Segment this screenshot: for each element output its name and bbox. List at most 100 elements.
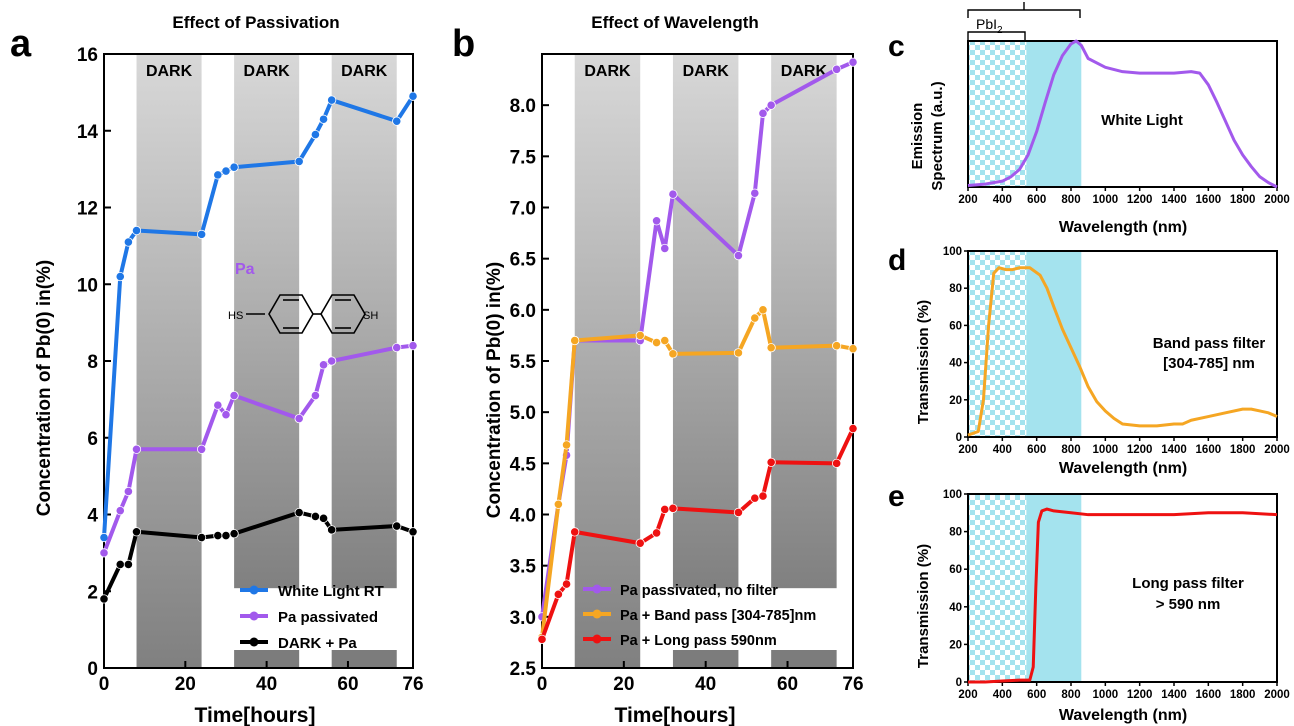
data-point bbox=[115, 559, 125, 569]
data-point bbox=[561, 440, 572, 450]
panel-d-annotation-1: Band pass filter bbox=[1153, 335, 1266, 352]
data-point bbox=[123, 559, 133, 569]
panel-a-title: Effect of Passivation bbox=[172, 13, 339, 32]
panel-e-annotation-2: > 590 nm bbox=[1156, 596, 1221, 613]
x-tick-label: 20 bbox=[613, 674, 634, 695]
x-tick-label: 800 bbox=[1061, 194, 1080, 206]
data-point bbox=[848, 344, 858, 354]
data-point bbox=[660, 243, 670, 254]
data-point bbox=[310, 511, 321, 522]
y-tick-label: 3.5 bbox=[510, 557, 537, 578]
panel-e-annotation-1: Long pass filter bbox=[1132, 575, 1244, 592]
data-point bbox=[766, 343, 776, 353]
dark-band bbox=[136, 54, 202, 668]
data-point bbox=[758, 305, 768, 315]
data-point bbox=[294, 507, 304, 518]
data-point bbox=[651, 337, 662, 348]
svg-text:Pa passivated, no filter: Pa passivated, no filter bbox=[620, 583, 778, 599]
data-point bbox=[651, 216, 662, 226]
panel-c-series bbox=[967, 39, 1278, 189]
dark-band bbox=[234, 54, 300, 589]
panel-d: d 200 400 600 800 1000 1200 1400 1600 1800 200002… bbox=[888, 244, 1290, 477]
x-tick-label: 800 bbox=[1061, 689, 1080, 701]
panel-d-y-label: Transmission (%) bbox=[915, 300, 932, 424]
panel-d-x-label: Wavelength (nm) bbox=[1059, 460, 1187, 477]
x-tick-label: 40 bbox=[695, 674, 716, 695]
data-point bbox=[99, 594, 109, 604]
data-point bbox=[392, 116, 402, 126]
data-point bbox=[310, 129, 321, 140]
panel-b-y-label: Concentration of Pb(0) in(%) bbox=[484, 262, 505, 518]
x-tick-label: 1400 bbox=[1161, 689, 1187, 701]
panel-b: b Effect of Wavelength DARK DARK DARK 0 20 4… bbox=[452, 13, 864, 726]
x-tick-label: 2000 bbox=[1264, 444, 1290, 456]
x-tick-label: 600 bbox=[1027, 444, 1046, 456]
dark-band-label: DARK bbox=[683, 63, 730, 80]
data-point bbox=[408, 527, 418, 537]
data-point bbox=[570, 335, 580, 346]
data-point bbox=[758, 491, 768, 501]
x-tick-label: 76 bbox=[842, 674, 863, 695]
panel-e-series bbox=[968, 507, 1278, 684]
x-tick-label: 1000 bbox=[1093, 689, 1119, 701]
data-point bbox=[318, 513, 329, 523]
dark-band-label: DARK bbox=[584, 63, 631, 80]
legend-item-band-pass: Pa + Band pass [304-785]nm bbox=[583, 608, 816, 624]
y-tick-label: 8.0 bbox=[510, 96, 536, 117]
x-tick-label: 1800 bbox=[1230, 444, 1256, 456]
y-tick-label: 6.0 bbox=[510, 301, 536, 322]
data-point bbox=[392, 342, 402, 353]
pbi2-label: PbI2 bbox=[976, 16, 1003, 36]
svg-text:DARK + Pa: DARK + Pa bbox=[278, 635, 357, 652]
y-tick-label: 80 bbox=[949, 527, 962, 539]
absorption-region bbox=[1026, 251, 1082, 437]
panel-letter-a: a bbox=[10, 23, 32, 65]
panel-letter-c: c bbox=[888, 30, 905, 63]
legend-item-no-filter: Pa passivated, no filter bbox=[583, 583, 778, 599]
data-point bbox=[750, 188, 760, 198]
panel-b-x-label: Time[hours] bbox=[615, 704, 736, 726]
spectrum-line bbox=[967, 266, 1278, 437]
data-point bbox=[537, 634, 547, 644]
data-point bbox=[213, 400, 223, 410]
data-point bbox=[221, 531, 231, 541]
data-point bbox=[327, 356, 337, 366]
dark-band bbox=[574, 54, 641, 668]
x-tick-label: 400 bbox=[993, 689, 1012, 701]
panel-a-series bbox=[99, 91, 418, 604]
panel-e-regions bbox=[968, 494, 1082, 682]
dark-band-foot bbox=[234, 650, 300, 668]
svg-text:Pa passivated: Pa passivated bbox=[278, 609, 378, 626]
x-tick-label: 0 bbox=[99, 674, 110, 695]
dark-band-label: DARK bbox=[244, 63, 291, 80]
molecule-right-group: SH bbox=[363, 310, 378, 322]
panel-c-y-label-2: Spectrum (a.u.) bbox=[929, 81, 946, 190]
x-tick-label: 200 bbox=[958, 689, 977, 701]
y-tick-label: 2.5 bbox=[510, 659, 537, 680]
data-point bbox=[668, 503, 678, 513]
svg-text:Pa + Band pass [304-785]nm: Pa + Band pass [304-785]nm bbox=[620, 608, 816, 624]
x-tick-label: 600 bbox=[1027, 194, 1046, 206]
data-point bbox=[392, 521, 402, 531]
absorption-region bbox=[1026, 41, 1082, 187]
range-brackets bbox=[967, 2, 1081, 40]
panel-a: a Effect of Passivation DARK DARK DARK 0 20… bbox=[10, 13, 424, 726]
y-tick-label: 0 bbox=[956, 432, 962, 444]
data-point bbox=[668, 189, 678, 199]
data-point bbox=[294, 156, 304, 167]
x-tick-label: 600 bbox=[1027, 689, 1046, 701]
y-tick-label: 5.5 bbox=[510, 352, 537, 373]
data-point bbox=[221, 410, 231, 420]
data-point bbox=[99, 548, 109, 558]
data-point bbox=[570, 527, 580, 537]
panel-e-y-label: Transmission (%) bbox=[915, 544, 932, 668]
data-point bbox=[635, 538, 645, 548]
y-tick-label: 80 bbox=[949, 283, 962, 295]
pbi2-region bbox=[968, 494, 1027, 682]
panel-b-title: Effect of Wavelength bbox=[591, 13, 759, 32]
y-tick-label: 5.0 bbox=[510, 403, 536, 424]
panel-d-axes: 200 400 600 800 1000 1200 1400 1600 1800 2000 0 20 4… bbox=[943, 246, 1290, 456]
molecule-structure: Pa HS SH bbox=[228, 261, 378, 334]
y-tick-label: 0 bbox=[956, 677, 962, 689]
data-point bbox=[758, 108, 768, 118]
